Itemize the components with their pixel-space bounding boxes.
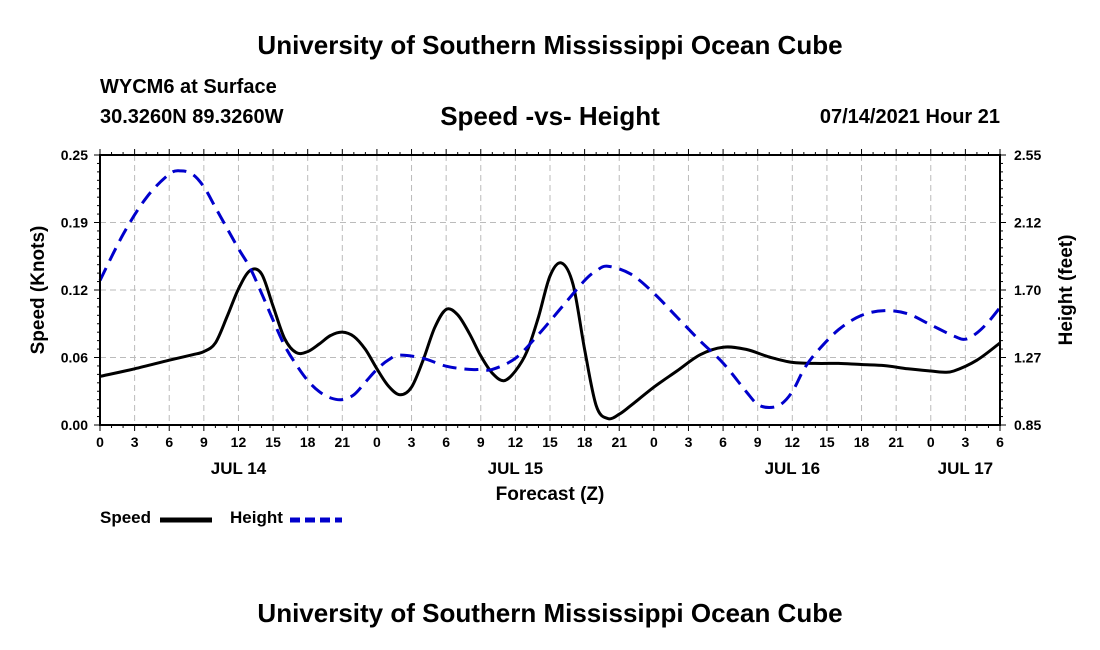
x-tick-label: 21	[611, 434, 627, 450]
series-line-speed	[99, 261, 1001, 421]
x-tick-label: 15	[542, 434, 558, 450]
y-tick-label-right: 0.85	[1014, 417, 1041, 433]
chart-title: Speed -vs- Height	[440, 101, 660, 131]
y-tick-label-right: 1.27	[1014, 350, 1041, 366]
x-tick-label: 3	[131, 434, 139, 450]
x-tick-label: 3	[685, 434, 693, 450]
forecast-datetime: 07/14/2021 Hour 21	[819, 106, 1000, 128]
x-tick-label: 21	[888, 434, 904, 450]
y-tick-label-right: 2.12	[1014, 215, 1041, 231]
x-tick-label: 18	[854, 434, 870, 450]
y-tick-label-left: 0.25	[61, 147, 88, 163]
station-label: WYCM6 at Surface	[100, 76, 277, 98]
x-tick-label: 12	[785, 434, 801, 450]
x-tick-label: 0	[96, 434, 104, 450]
y-axis-title-left: Speed (Knots)	[28, 226, 49, 355]
station-coordinates: 30.3260N 89.3260W	[100, 106, 284, 128]
x-tick-label: 0	[927, 434, 935, 450]
x-tick-label: 12	[231, 434, 247, 450]
y-tick-label-right: 2.55	[1014, 147, 1041, 163]
y-tick-label-left: 0.00	[61, 417, 88, 433]
legend-height-label: Height	[230, 508, 283, 527]
day-label: JUL 17	[938, 459, 993, 478]
x-axis-title: Forecast (Z)	[496, 484, 605, 505]
x-tick-label: 6	[719, 434, 727, 450]
y-tick-label-left: 0.06	[61, 350, 88, 366]
y-tick-label-left: 0.12	[61, 282, 88, 298]
page-title-top: University of Southern Mississippi Ocean…	[257, 30, 843, 60]
x-tick-label: 18	[577, 434, 593, 450]
series-layer	[98, 169, 1002, 421]
x-tick-label: 9	[200, 434, 208, 450]
x-tick-label: 18	[300, 434, 316, 450]
day-label: JUL 16	[765, 459, 820, 478]
x-tick-label: 12	[508, 434, 524, 450]
x-tick-label: 0	[373, 434, 381, 450]
x-tick-label: 3	[961, 434, 969, 450]
legend-speed-label: Speed	[100, 508, 152, 527]
day-label: JUL 15	[488, 459, 543, 478]
x-tick-label: 0	[650, 434, 658, 450]
x-tick-label: 15	[819, 434, 835, 450]
x-tick-label: 6	[996, 434, 1004, 450]
series-line-height	[98, 169, 1002, 409]
axes: 0 3 6 9 12 15 18 21 0 3 6 9 12 15 18 21 0 3 6 9 12 15 18 21 0 3 6J…	[28, 147, 1077, 505]
x-tick-label: 21	[335, 434, 351, 450]
x-tick-label: 9	[754, 434, 762, 450]
x-tick-label: 6	[442, 434, 450, 450]
y-axis-title-right: Height (feet)	[1056, 235, 1077, 346]
x-tick-label: 3	[408, 434, 416, 450]
page-title-bottom: University of Southern Mississippi Ocean…	[257, 598, 843, 628]
y-tick-label-left: 0.19	[61, 215, 88, 231]
x-tick-label: 9	[477, 434, 485, 450]
day-label: JUL 14	[211, 459, 267, 478]
x-tick-label: 6	[165, 434, 173, 450]
x-tick-label: 15	[265, 434, 281, 450]
grid-lines	[100, 155, 1000, 425]
y-tick-label-right: 1.70	[1014, 282, 1041, 298]
